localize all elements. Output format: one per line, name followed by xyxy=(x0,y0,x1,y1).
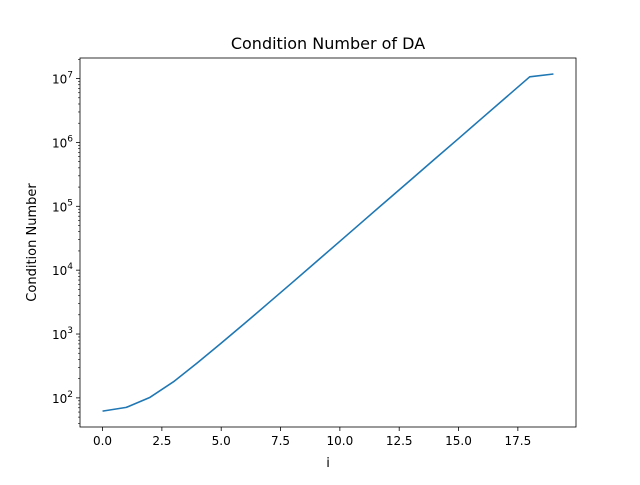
y-tick-base: 10 xyxy=(52,328,67,342)
x-tick-label: 7.5 xyxy=(271,434,290,448)
y-tick-label: 105 xyxy=(52,198,73,214)
y-axis-title: Condition Number xyxy=(25,183,40,302)
plot-layer xyxy=(102,73,554,412)
x-axis-ticks: 0.0 2.5 5.0 7.5 10.0 12.5 15.0 17.5 xyxy=(93,427,531,448)
y-tick-base: 10 xyxy=(52,73,67,87)
y-tick-exponent: 3 xyxy=(67,326,73,336)
y-tick-base: 10 xyxy=(52,392,67,406)
chart-title: Condition Number of DA xyxy=(231,34,425,53)
x-tick-label: 5.0 xyxy=(212,434,231,448)
y-tick-base: 10 xyxy=(52,136,67,150)
x-axis-title: i xyxy=(326,456,330,471)
y-tick-label: 104 xyxy=(52,262,73,278)
y-tick-base: 10 xyxy=(52,264,67,278)
x-tick-label: 10.0 xyxy=(327,434,354,448)
y-tick-base: 10 xyxy=(52,200,67,214)
x-tick-label: 17.5 xyxy=(504,434,531,448)
y-tick-exponent: 6 xyxy=(67,134,73,144)
x-tick-label: 0.0 xyxy=(93,434,112,448)
y-tick-exponent: 7 xyxy=(67,71,73,81)
y-tick-exponent: 4 xyxy=(67,262,73,272)
y-tick-label: 106 xyxy=(52,134,73,150)
y-tick-label: 103 xyxy=(52,326,73,342)
series-line xyxy=(102,73,554,412)
y-tick-label: 102 xyxy=(52,390,73,406)
y-tick-exponent: 5 xyxy=(67,198,73,208)
x-tick-label: 2.5 xyxy=(152,434,171,448)
x-tick-label: 12.5 xyxy=(386,434,413,448)
y-tick-label: 107 xyxy=(52,71,73,87)
y-tick-exponent: 2 xyxy=(67,390,73,400)
x-tick-label: 15.0 xyxy=(445,434,472,448)
plot-frame xyxy=(79,57,577,428)
